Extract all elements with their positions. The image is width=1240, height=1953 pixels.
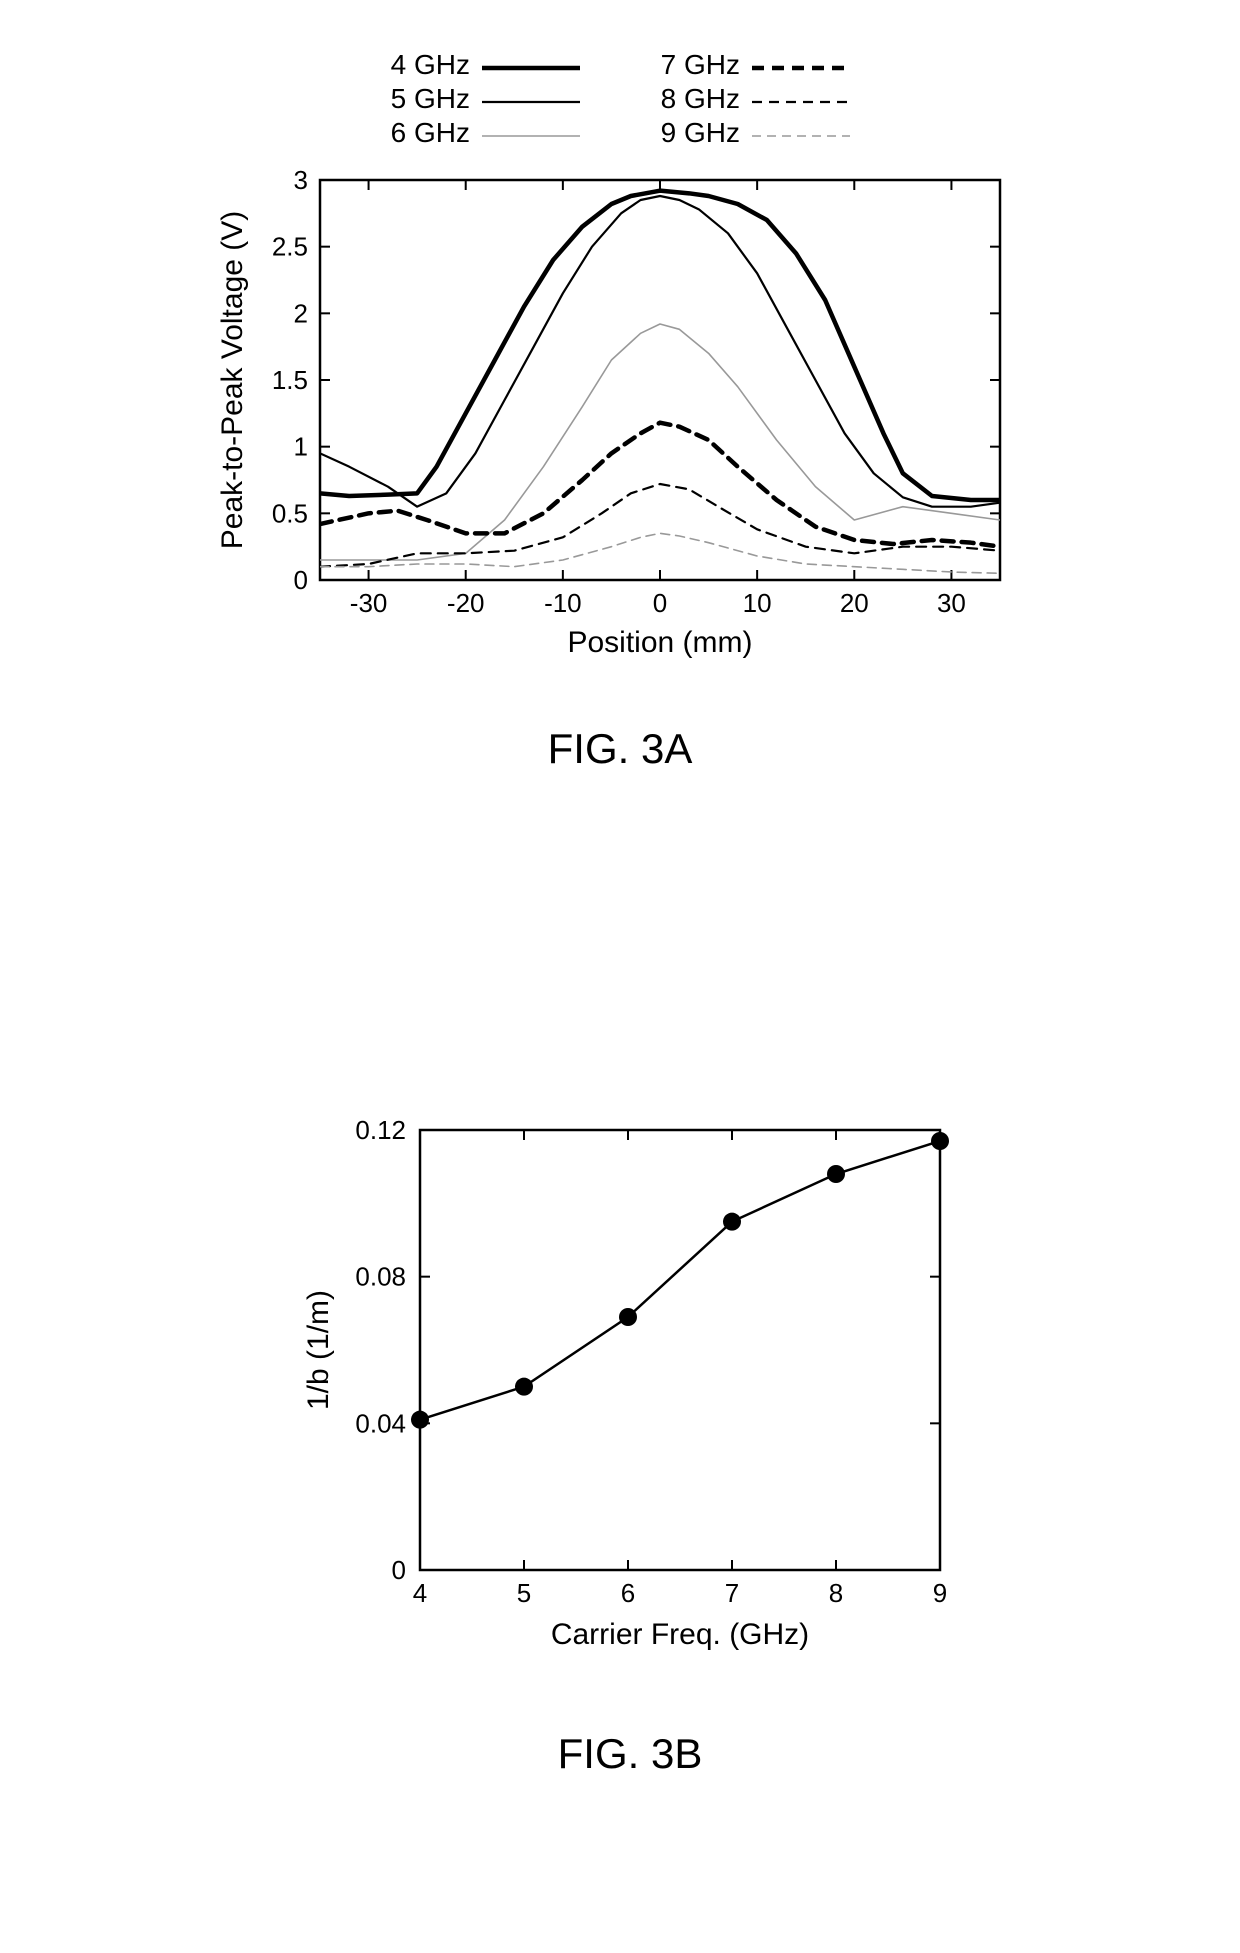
svg-text:0.5: 0.5 [272,498,308,528]
svg-text:Position (mm): Position (mm) [567,626,752,659]
svg-text:-30: -30 [350,588,388,618]
svg-text:3: 3 [294,165,308,195]
svg-text:6: 6 [621,1578,635,1608]
figure-3a-caption: FIG. 3A [200,725,1040,773]
svg-text:4 GHz: 4 GHz [391,49,470,80]
svg-text:-20: -20 [447,588,485,618]
svg-text:2.5: 2.5 [272,232,308,262]
svg-text:1/b (1/m): 1/b (1/m) [302,1290,335,1410]
svg-text:9: 9 [933,1578,947,1608]
svg-text:0.08: 0.08 [355,1262,406,1292]
svg-text:1: 1 [294,432,308,462]
svg-text:9 GHz: 9 GHz [661,117,740,148]
svg-text:8 GHz: 8 GHz [661,83,740,114]
svg-text:6 GHz: 6 GHz [391,117,470,148]
svg-text:8: 8 [829,1578,843,1608]
svg-text:0.12: 0.12 [355,1115,406,1145]
svg-text:10: 10 [743,588,772,618]
svg-text:5 GHz: 5 GHz [391,83,470,114]
svg-text:20: 20 [840,588,869,618]
figure-3b-block: 4 5 6 7 8 9 0 0.04 0.08 0.12 Carrier Freq. (GHz) 1/… [280,1090,980,1778]
svg-text:7 GHz: 7 GHz [661,49,740,80]
svg-text:0.04: 0.04 [355,1408,406,1438]
svg-text:-10: -10 [544,588,582,618]
svg-text:30: 30 [937,588,966,618]
svg-text:Carrier Freq. (GHz): Carrier Freq. (GHz) [551,1618,809,1651]
svg-text:0: 0 [294,565,308,595]
svg-text:0: 0 [392,1555,406,1585]
figure-3b-caption: FIG. 3B [280,1730,980,1778]
figure-3a-block: 4 GHz5 GHz6 GHz 7 GHz8 GHz9 GHz -30 -20 -10 0… [200,40,1040,773]
svg-text:7: 7 [725,1578,739,1608]
figure-3b-svg: 4 5 6 7 8 9 0 0.04 0.08 0.12 Carrier Freq. (GHz) 1/… [280,1090,980,1690]
svg-text:5: 5 [517,1578,531,1608]
svg-text:4: 4 [413,1578,427,1608]
svg-text:2: 2 [294,298,308,328]
svg-text:0: 0 [653,588,667,618]
figure-3a-svg: 4 GHz5 GHz6 GHz 7 GHz8 GHz9 GHz -30 -20 -10 0… [200,40,1040,680]
svg-text:1.5: 1.5 [272,365,308,395]
svg-text:Peak-to-Peak Voltage (V): Peak-to-Peak Voltage (V) [216,211,249,550]
